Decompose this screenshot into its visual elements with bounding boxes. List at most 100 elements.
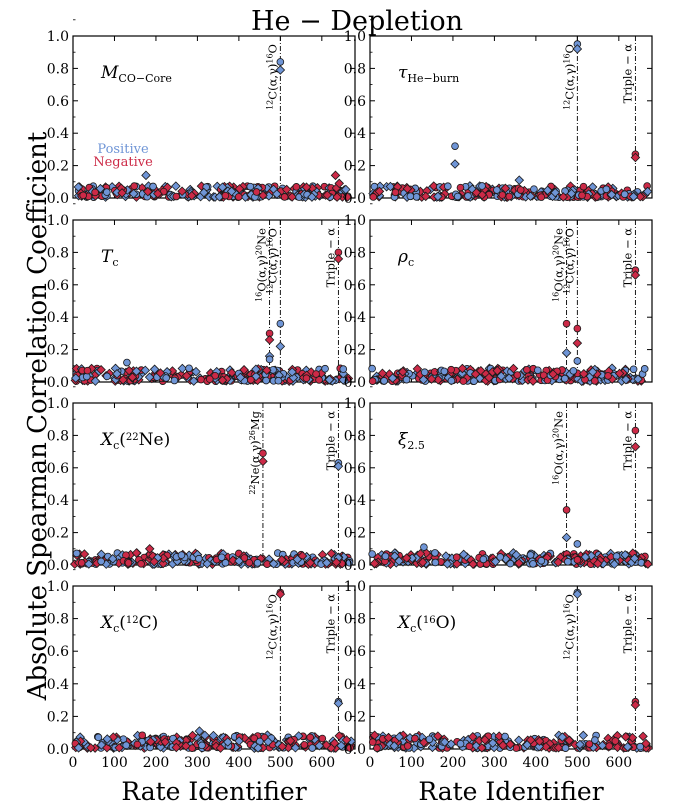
data-point (456, 183, 465, 192)
legend-positive: Positive (97, 142, 149, 157)
data-point (612, 552, 621, 560)
data-point (287, 367, 297, 377)
panel-label: Xc(22Ne) (99, 430, 170, 452)
data-point (324, 374, 335, 385)
data-point (578, 191, 586, 200)
highlight-point (420, 543, 428, 551)
highlight-point (572, 44, 583, 54)
panels: 0.0 0.2 0.4 0.6 0.8 1.0 12C(α,γ)16O MCO−Core Pos… (47, 19, 654, 771)
data-point (181, 741, 191, 751)
highlight-point (334, 178, 345, 189)
x-tick-label: 100 (101, 755, 128, 771)
data-point (526, 551, 535, 559)
y-tick-label: 0.4 (344, 126, 366, 142)
data-point (513, 371, 522, 379)
data-point (250, 734, 258, 743)
data-point (622, 742, 633, 752)
vline-label: 22Ne(α,γ)26Mg (247, 410, 262, 494)
data-point (72, 549, 81, 558)
y-tick-label: 0.4 (47, 493, 69, 509)
axes-frame (369, 35, 653, 199)
data-point (621, 374, 631, 385)
y-tick-label: 0.8 (344, 61, 366, 77)
data-point (262, 376, 270, 385)
data-point (86, 743, 96, 753)
y-tick-label: 1.0 (344, 213, 366, 229)
data-point (614, 368, 625, 379)
data-point (633, 374, 643, 384)
data-point (508, 363, 519, 374)
data-point (170, 376, 179, 385)
data-point (369, 558, 380, 569)
data-point (315, 376, 323, 384)
y-tick-label: 0.4 (47, 677, 69, 693)
data-point (464, 192, 472, 200)
data-point (487, 738, 498, 748)
y-tick-label: 0.8 (344, 428, 366, 444)
data-point (504, 373, 514, 383)
highlight-point (330, 170, 341, 181)
data-point (124, 559, 133, 567)
data-point (368, 377, 377, 385)
data-point (97, 557, 105, 566)
panel-label: Tc (101, 247, 119, 269)
data-point (406, 192, 415, 201)
data-point (329, 738, 340, 748)
y-tick-label: 1.0 (47, 29, 69, 45)
data-point (321, 740, 332, 750)
data-point (493, 186, 501, 194)
y-tick-label: 0.6 (344, 278, 366, 294)
data-point (569, 367, 578, 375)
data-point (94, 733, 103, 742)
data-point (640, 365, 649, 373)
data-point (542, 185, 553, 196)
data-point (103, 188, 111, 196)
data-point (326, 548, 337, 559)
data-point (458, 549, 469, 560)
figure-title: He − Depletion (251, 6, 463, 37)
data-point (211, 371, 219, 380)
y-tick-label: 0.8 (47, 428, 69, 444)
highlight-point (573, 324, 582, 333)
vline-label: 12C(α,γ)16O (265, 228, 280, 294)
data-point (402, 183, 413, 194)
data-point (191, 366, 201, 377)
data-point (339, 365, 348, 373)
data-point (597, 740, 608, 751)
data-point (561, 744, 570, 752)
data-point (537, 556, 546, 565)
panel-x-c-22ne-: 0.0 0.2 0.4 0.6 0.8 1.0 22Ne(α,γ)26Mg Triple − … (47, 386, 356, 574)
data-point (102, 742, 112, 753)
data-point (274, 376, 283, 385)
data-point (587, 367, 598, 377)
data-point (496, 553, 505, 561)
data-point (541, 742, 551, 752)
data-point (215, 743, 226, 753)
data-point (579, 369, 589, 379)
data-point (385, 181, 396, 192)
data-point (162, 374, 170, 382)
y-tick-label: 0.2 (47, 159, 69, 175)
data-point (292, 183, 301, 191)
highlight-point (144, 544, 155, 554)
data-point (477, 190, 487, 200)
highlight-point (573, 540, 582, 548)
data-point (102, 734, 113, 744)
data-point (73, 743, 84, 753)
data-point (525, 191, 536, 202)
axes-frame (369, 219, 653, 383)
highlight-point (275, 341, 286, 352)
data-point (368, 550, 376, 558)
data-point (217, 553, 226, 562)
data-point (131, 366, 142, 377)
data-point (200, 730, 210, 741)
data-point (91, 188, 99, 197)
y-tick-label: 0.6 (47, 644, 69, 660)
data-point (612, 742, 623, 753)
y-tick-label: 0.0 (344, 191, 366, 207)
data-point (158, 558, 168, 569)
panel-label: Xc(12C) (99, 613, 158, 635)
data-point (321, 558, 332, 568)
data-point (528, 376, 538, 386)
data-point (268, 559, 279, 569)
